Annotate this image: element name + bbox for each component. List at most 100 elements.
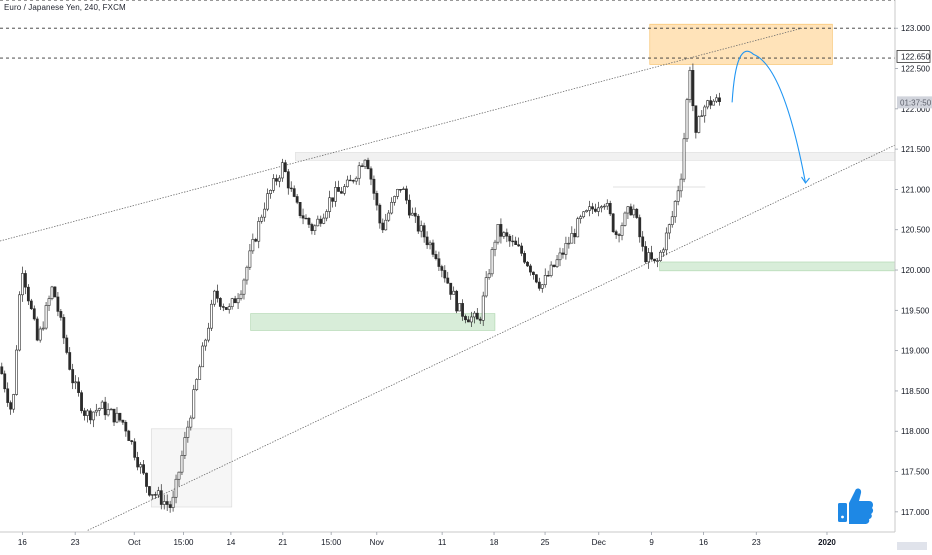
candle-body	[136, 457, 140, 468]
thumbs-up-icon	[838, 488, 874, 524]
candle-body	[100, 401, 104, 409]
candle-body	[585, 210, 588, 213]
candle-body	[35, 318, 39, 341]
candle-body	[189, 417, 193, 428]
candle-body	[638, 217, 642, 238]
candle-body	[552, 264, 556, 267]
candle-body	[679, 178, 683, 192]
candle-body	[644, 246, 648, 263]
candle-body	[342, 186, 346, 194]
candle-body	[295, 196, 299, 203]
candle-body	[576, 218, 580, 238]
y-tick-label: 118.000	[901, 427, 930, 436]
candle-body	[239, 293, 243, 299]
candle-body	[233, 298, 237, 304]
candle-body	[360, 165, 364, 167]
candles-layer	[0, 63, 721, 513]
candle-body	[511, 240, 515, 243]
candle-body	[718, 97, 721, 103]
candle-body	[416, 215, 420, 232]
candle-body	[32, 308, 36, 320]
candle-body	[21, 273, 24, 296]
candle-body	[77, 381, 80, 393]
candle-body	[257, 221, 261, 242]
candle-body	[676, 190, 680, 202]
y-tick-label: 121.500	[901, 145, 930, 154]
candle-body	[715, 97, 718, 102]
candle-body	[127, 430, 131, 441]
candle-body	[280, 162, 284, 179]
y-tick-label: 123.000	[901, 24, 930, 33]
candle-body	[691, 70, 695, 107]
candle-body	[410, 212, 414, 216]
candle-body	[15, 349, 18, 395]
x-tick-label: Nov	[370, 538, 384, 547]
candle-body	[558, 252, 562, 261]
candle-body	[3, 373, 7, 390]
candle-body	[393, 196, 397, 203]
candle-body	[94, 409, 98, 413]
candle-body	[561, 252, 565, 255]
lower-trendline	[87, 144, 896, 531]
candle-body	[605, 203, 609, 207]
candle-body	[526, 261, 529, 267]
candle-body	[375, 193, 379, 206]
candle-body	[218, 298, 222, 307]
candle-body	[236, 298, 240, 304]
candle-body	[263, 208, 267, 218]
candle-body	[213, 290, 216, 305]
candle-body	[59, 311, 63, 318]
candle-body	[50, 286, 54, 299]
y-tick-label: 118.500	[901, 387, 930, 396]
candle-body	[543, 275, 547, 286]
candle-body	[44, 305, 48, 329]
candle-body	[53, 286, 57, 298]
candle-body	[378, 204, 382, 224]
candle-body	[472, 312, 476, 318]
candle-body	[384, 219, 388, 231]
candle-body	[402, 188, 405, 191]
candle-body	[115, 412, 119, 423]
thumb-hand	[849, 488, 874, 524]
candle-body	[502, 232, 506, 237]
candle-body	[192, 389, 196, 419]
candle-body	[74, 381, 78, 384]
candle-body	[570, 233, 574, 244]
candle-body	[298, 202, 302, 216]
x-tick-label: 23	[71, 538, 80, 547]
candle-body	[357, 165, 361, 179]
candle-body	[399, 189, 402, 191]
candle-body	[201, 345, 205, 368]
candle-body	[703, 106, 707, 117]
candle-body	[124, 421, 128, 432]
candle-body	[546, 275, 550, 277]
candle-body	[422, 225, 426, 238]
candle-body	[340, 191, 343, 194]
candle-body	[351, 180, 355, 182]
x-tick-label: Oct	[128, 538, 141, 547]
candle-body	[41, 327, 45, 330]
candle-body	[623, 212, 627, 226]
x-tick-label: 11	[438, 538, 447, 547]
candle-body	[591, 206, 594, 210]
candle-body	[319, 218, 323, 224]
candle-body	[611, 213, 615, 233]
thumb-cuff	[838, 503, 847, 522]
candle-body	[269, 189, 272, 194]
candle-body	[148, 486, 151, 496]
candle-body	[145, 472, 148, 487]
candle-body	[529, 265, 532, 273]
forecast-arrowhead	[801, 176, 810, 184]
price-label: 122.650	[901, 52, 930, 61]
candle-body	[469, 316, 473, 323]
candle-body	[153, 494, 157, 496]
candle-body	[428, 242, 432, 246]
candle-body	[449, 282, 453, 295]
candle-body	[71, 369, 75, 384]
candle-body	[292, 188, 296, 197]
candle-body	[614, 231, 618, 235]
candle-body	[316, 218, 320, 227]
candle-body	[534, 274, 538, 283]
